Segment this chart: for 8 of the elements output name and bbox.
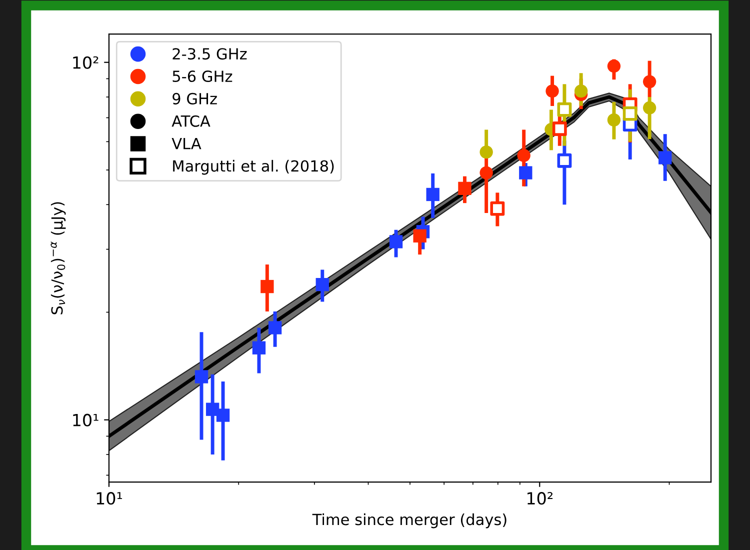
legend-label: VLA bbox=[172, 138, 202, 150]
legend-label: 5-6 GHz bbox=[172, 70, 232, 82]
y-axis-title: S$_{ν}$(ν/ν$_{0}$)$^{−α}$ (μJy) bbox=[50, 202, 66, 314]
legend-label: 9 GHz bbox=[172, 92, 217, 104]
legend-label: 2-3.5 GHz bbox=[172, 48, 247, 60]
legend-label: ATCA bbox=[172, 115, 210, 127]
x-axis-title: Time since merger (days) bbox=[312, 513, 506, 528]
legend-label: Margutti et al. (2018) bbox=[173, 160, 334, 175]
